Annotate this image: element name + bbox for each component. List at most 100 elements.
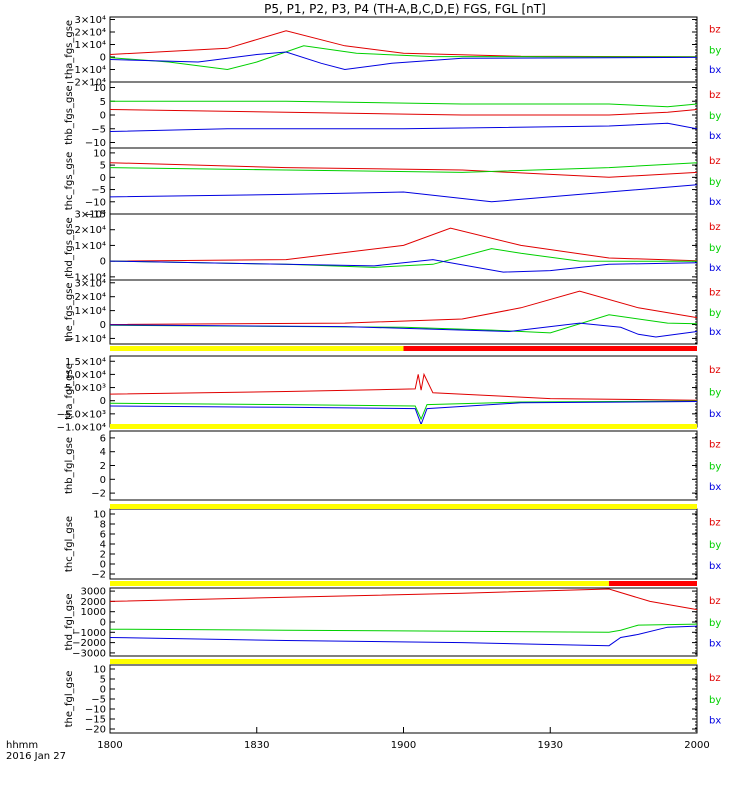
y-tick-label: 4 [100, 540, 106, 551]
y-tick-label: 1.0×10⁴ [65, 370, 106, 381]
series-line-by [109, 400, 698, 421]
y-tick-label: −2 [91, 489, 106, 500]
y-axis-label: the_fgl_gse [64, 671, 75, 728]
status-bars [110, 346, 697, 664]
time-axis: hhmm 2016 Jan 27 1800 1830 1900 1930 2000 [6, 727, 710, 762]
status-bar-segment [110, 581, 609, 586]
legend-bz: bz [709, 518, 721, 529]
y-tick-label: 0 [100, 111, 106, 122]
y-tick-label: −2×10⁴ [66, 78, 106, 89]
legend-bz: bz [709, 673, 721, 684]
series-line-bx [109, 184, 698, 203]
legend-by: by [709, 462, 721, 473]
y-tick-label: 10 [93, 510, 106, 521]
series-line-bz [109, 372, 698, 401]
series-line-bz [109, 290, 698, 325]
series-line-bx [109, 122, 698, 132]
series-line-by [109, 314, 698, 334]
y-tick-label: −5 [91, 124, 106, 135]
legend-bx: bx [709, 715, 721, 726]
legend-by: by [709, 618, 721, 629]
legend-bx: bx [709, 561, 721, 572]
y-tick-label: −1×10⁴ [66, 334, 106, 345]
y-tick-label: 5 [100, 161, 106, 172]
y-tick-label: 10 [93, 665, 106, 676]
y-tick-label: −20 [85, 725, 106, 736]
y-tick-label: −2 [91, 570, 106, 581]
series-line-bx [109, 259, 698, 273]
y-tick-label: 3×10⁴ [75, 15, 106, 26]
status-bar-segment [608, 581, 697, 586]
legend-by: by [709, 111, 721, 122]
y-axis-label: thb_fgl_gse [64, 437, 75, 494]
legend-bx: bx [709, 638, 721, 649]
y-tick-label: −1000 [72, 628, 106, 639]
x-tick-label: 1900 [391, 740, 416, 751]
legend-bx: bx [709, 65, 721, 76]
y-tick-label: −5 [91, 695, 106, 706]
legend-bz: bz [709, 439, 721, 450]
y-tick-label: 0 [100, 685, 106, 696]
y-tick-label: −5 [91, 185, 106, 196]
y-tick-label: −1.0×10⁴ [57, 423, 106, 434]
y-tick-label: 3×10⁴ [75, 210, 106, 221]
y-tick-label: 8 [100, 520, 106, 531]
time-axis-date-label: 2016 Jan 27 [6, 751, 66, 762]
panel-frame [109, 279, 698, 345]
series-line-by [109, 162, 698, 173]
legend-by: by [709, 243, 721, 254]
y-tick-label: 2×10⁴ [75, 28, 106, 39]
y-axis-label: thc_fgs_gse [64, 152, 75, 211]
legend-bz: bz [709, 90, 721, 101]
series-line-bx [109, 51, 698, 71]
y-tick-label: 6 [100, 433, 106, 444]
y-tick-label: 0 [100, 173, 106, 184]
legend-bz: bz [709, 365, 721, 376]
legend-by: by [709, 540, 721, 551]
y-tick-label: 10 [93, 148, 106, 159]
y-tick-label: −2000 [72, 638, 106, 649]
x-tick-label: 1930 [538, 740, 563, 751]
y-tick-label: 3×10⁴ [75, 278, 106, 289]
y-tick-label: 0 [100, 396, 106, 407]
y-tick-label: 0 [100, 560, 106, 571]
series-line-by [109, 623, 698, 633]
y-tick-label: 6 [100, 530, 106, 541]
legend-by: by [709, 46, 721, 57]
legend-bz: bz [709, 596, 721, 607]
legend-by: by [709, 388, 721, 399]
y-axis-label: tha_fgl_gse [64, 363, 75, 420]
y-tick-label: 2 [100, 550, 106, 561]
y-axis-label: thd_fgl_gse [64, 594, 75, 651]
y-tick-label: −15 [85, 210, 106, 221]
y-axis-label: thd_fgs_gse [64, 217, 75, 276]
y-tick-label: 2000 [81, 597, 106, 608]
legend-bz: bz [709, 25, 721, 36]
y-tick-label: 2 [100, 461, 106, 472]
legend-bz: bz [709, 222, 721, 233]
y-tick-label: −1×10⁴ [66, 272, 106, 283]
y-tick-label: 0 [100, 320, 106, 331]
status-bar-segment [110, 659, 697, 664]
y-axis-label: the_fgs_gse [64, 282, 75, 341]
y-tick-label: 1×10⁴ [75, 241, 106, 252]
y-tick-label: 4 [100, 447, 106, 458]
series-line-bx [109, 625, 698, 647]
y-tick-label: −3000 [72, 648, 106, 659]
legend-bx: bx [709, 263, 721, 274]
series-line-bz [109, 109, 698, 116]
series-line-bz [109, 227, 698, 262]
legend-bx: bx [709, 197, 721, 208]
legend-by: by [709, 177, 721, 188]
legend-bx: bx [709, 327, 721, 338]
y-axis-label: thc_fgl_gse [64, 516, 75, 572]
y-tick-label: 2×10⁴ [75, 292, 106, 303]
series-line-bx [109, 322, 698, 338]
legend-bz: bz [709, 288, 721, 299]
legend-by: by [709, 695, 721, 706]
